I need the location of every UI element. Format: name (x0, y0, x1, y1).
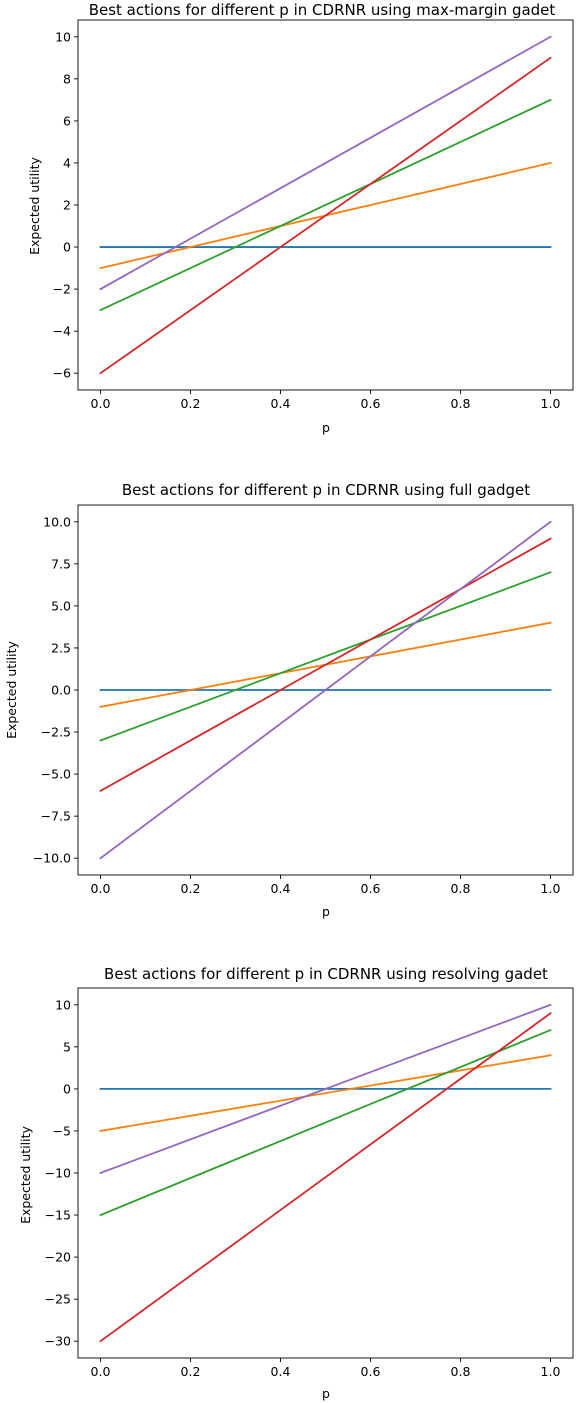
axis-ticks: 0.0 0.2 0.4 0.6 0.8 1.0 −10.0 −7.5 −5.0 −2.5 0.0 2.… (33, 514, 561, 896)
x-tick-label: 0.2 (181, 881, 201, 896)
axes-frame (77, 504, 574, 876)
y-axis-label: Expected utility (27, 156, 42, 254)
y-axis-label: Expected utility (18, 1125, 33, 1223)
y-tick-label: −2 (53, 282, 71, 297)
subplot-full-gadget: Best actions for different p in CDRNR us… (4, 481, 574, 919)
y-tick-label: −7.5 (41, 809, 71, 824)
y-tick-label: −10.0 (33, 851, 71, 866)
x-tick-label: 0.8 (451, 881, 471, 896)
series-line-3 (99, 98, 552, 312)
y-tick-label: 0 (63, 1081, 71, 1096)
y-tick-label: 2.5 (51, 640, 71, 655)
y-tick-label: 8 (63, 71, 71, 86)
x-tick-label: 0.4 (271, 1364, 291, 1379)
series-line-4 (99, 537, 552, 793)
x-tick-label: 0.0 (91, 881, 111, 896)
subplot-resolving-gadet: Best actions for different p in CDRNR us… (18, 965, 574, 1401)
y-tick-label: −15 (45, 1208, 71, 1223)
subplot-max-margin-gadet: Best actions for different p in CDRNR us… (27, 1, 574, 435)
x-tick-label: 0.4 (271, 881, 291, 896)
series-line-2 (99, 1054, 552, 1132)
y-tick-label: 0.0 (51, 683, 71, 698)
series-lines (99, 520, 552, 860)
x-tick-label: 0.8 (451, 1364, 471, 1379)
y-tick-label: −10 (45, 1166, 71, 1181)
y-tick-label: −2.5 (41, 725, 71, 740)
series-line-5 (99, 1003, 552, 1175)
y-tick-label: −5 (53, 1123, 71, 1138)
series-line-5 (99, 35, 552, 291)
axes-frame (77, 19, 574, 391)
y-tick-label: 5.0 (51, 598, 71, 613)
x-axis-label: p (322, 904, 330, 919)
series-lines (99, 1003, 552, 1343)
series-line-4 (99, 1011, 552, 1343)
x-tick-label: 0.2 (181, 1364, 201, 1379)
y-tick-label: 5 (63, 1039, 71, 1054)
chart-title: Best actions for different p in CDRNR us… (122, 481, 530, 499)
y-tick-label: 0 (63, 240, 71, 255)
chart-title: Best actions for different p in CDRNR us… (104, 965, 548, 983)
series-lines (99, 35, 552, 375)
x-tick-label: 0.6 (361, 1364, 381, 1379)
y-tick-label: −20 (45, 1250, 71, 1265)
y-tick-label: 10 (55, 29, 71, 44)
x-tick-label: 0.4 (271, 396, 291, 411)
series-line-3 (99, 1028, 552, 1217)
series-line-4 (99, 56, 552, 375)
x-tick-label: 0.2 (181, 396, 201, 411)
x-tick-label: 0.8 (451, 396, 471, 411)
y-tick-label: 7.5 (51, 556, 71, 571)
x-axis-label: p (322, 1386, 330, 1401)
axis-ticks: 0.0 0.2 0.4 0.6 0.8 1.0 −30 −25 −20 −15 −10 −5 0 5 10 (45, 997, 561, 1379)
y-tick-label: 10.0 (43, 514, 71, 529)
axes-frame (77, 987, 574, 1359)
y-tick-label: −4 (53, 324, 71, 339)
y-tick-label: −5.0 (41, 767, 71, 782)
y-tick-label: 2 (63, 198, 71, 213)
x-tick-label: 1.0 (541, 1364, 561, 1379)
x-tick-label: 0.0 (91, 396, 111, 411)
axis-ticks: 0.0 0.2 0.4 0.6 0.8 1.0 −6 −4 −2 0 2 4 6 8 10 (53, 29, 561, 411)
chart-title: Best actions for different p in CDRNR us… (89, 1, 556, 19)
x-tick-label: 1.0 (541, 881, 561, 896)
y-tick-label: −25 (45, 1292, 71, 1307)
x-tick-label: 0.6 (361, 396, 381, 411)
series-line-5 (99, 520, 552, 860)
y-tick-label: 4 (63, 155, 71, 170)
y-tick-label: 10 (55, 997, 71, 1012)
x-axis-label: p (322, 420, 330, 435)
y-axis-label: Expected utility (4, 640, 19, 738)
series-line-3 (99, 571, 552, 742)
x-tick-label: 0.0 (91, 1364, 111, 1379)
x-tick-label: 1.0 (541, 396, 561, 411)
y-tick-label: −30 (45, 1334, 71, 1349)
y-tick-label: −6 (53, 366, 71, 381)
x-tick-label: 0.6 (361, 881, 381, 896)
y-tick-label: 6 (63, 113, 71, 128)
